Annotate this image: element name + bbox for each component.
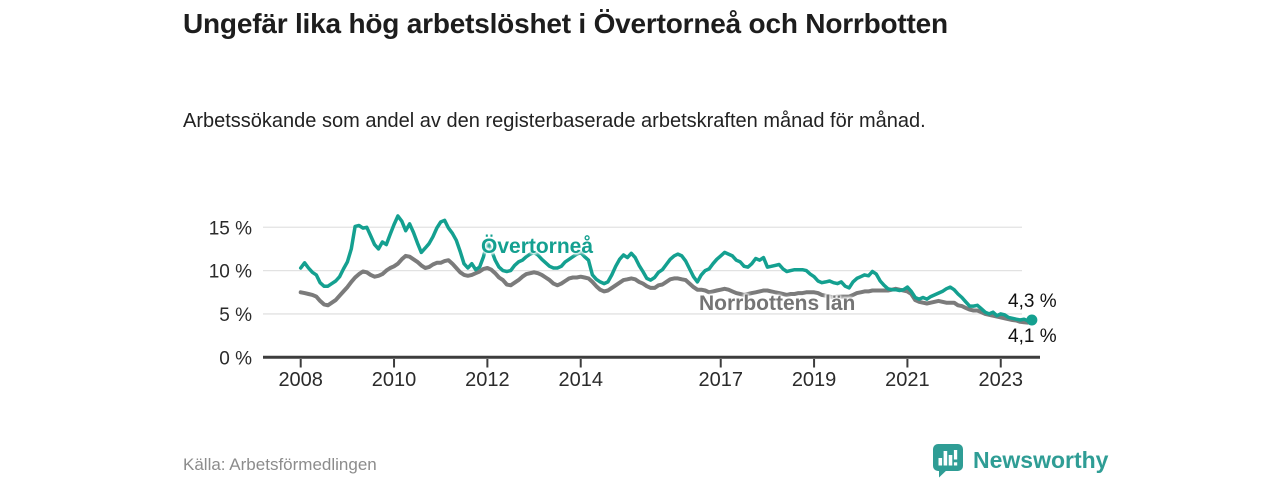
series-label-overtornea: Övertorneå: [481, 235, 594, 258]
x-tick-label: 2014: [558, 369, 603, 391]
y-tick-label: 10 %: [209, 262, 252, 283]
x-tick-label: 2010: [372, 369, 417, 391]
series-line-norrbotten: [298, 253, 1034, 325]
newsworthy-logo: Newsworthy: [932, 443, 1108, 478]
x-tick-label: 2021: [885, 369, 930, 391]
y-tick-label: 0 %: [219, 348, 252, 369]
x-tick-label: 2012: [465, 369, 510, 391]
series-line-overtornea: [298, 214, 1034, 323]
x-tick-label: 2008: [278, 369, 323, 391]
newsworthy-wordmark: Newsworthy: [973, 447, 1109, 473]
x-tick-label: 2023: [979, 369, 1024, 391]
y-tick-label: 5 %: [219, 305, 252, 326]
series-label-norrbotten: Norrbottens län: [699, 292, 856, 315]
source-note: Källa: Arbetsförmedlingen: [183, 455, 377, 474]
page-title: Ungefär lika hög arbetslöshet i Övertorn…: [183, 8, 948, 39]
end-value-label-overtornea: 4,3 %: [1008, 291, 1057, 312]
x-tick-label: 2019: [792, 369, 837, 391]
y-tick-label: 15 %: [209, 218, 252, 239]
speech-bubble-bar-chart-icon: [933, 444, 963, 478]
series-end-dot: [1026, 314, 1038, 326]
end-value-label-norrbotten: 4,1 %: [1008, 326, 1057, 347]
x-tick-label: 2017: [698, 369, 743, 391]
page-subtitle: Arbetssökande som andel av den registerb…: [183, 110, 926, 132]
